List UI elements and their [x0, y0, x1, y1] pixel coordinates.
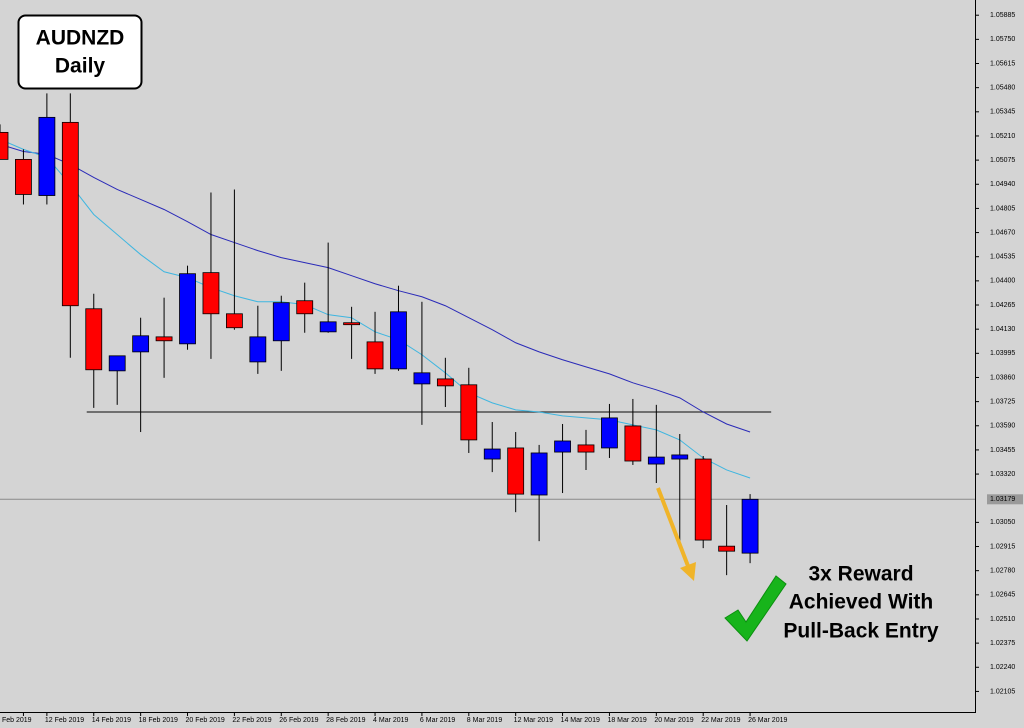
- y-tick-label: 1.05345: [990, 109, 1015, 116]
- arrow-shaft: [656, 487, 690, 567]
- candle-body: [272, 302, 290, 342]
- y-tick-label: 1.04535: [990, 254, 1015, 261]
- candle-body: [390, 311, 407, 370]
- x-tick-label: 20 Mar 2019: [654, 717, 693, 724]
- y-tick-label: 1.05750: [990, 36, 1015, 43]
- x-tick-label: 20 Feb 2019: [186, 717, 225, 724]
- x-tick-label: 6 Mar 2019: [420, 717, 456, 724]
- x-tick-label: 22 Feb 2019: [232, 717, 271, 724]
- y-tick-label: 1.04265: [990, 302, 1015, 309]
- candle-body: [319, 321, 337, 333]
- candle-body: [577, 444, 595, 453]
- y-tick-label: 1.03590: [990, 423, 1015, 430]
- moving-average: [0, 143, 751, 433]
- y-tick-label: 1.03320: [990, 471, 1015, 478]
- x-tick-label: 14 Feb 2019: [92, 717, 131, 724]
- candle-body: [108, 355, 126, 372]
- y-tick-label: 1.05075: [990, 157, 1015, 164]
- candle-body: [741, 498, 759, 554]
- candle-body: [366, 341, 384, 370]
- y-tick-label: 1.02240: [990, 664, 1015, 671]
- x-tick-label: 26 Mar 2019: [748, 717, 787, 724]
- x-tick-label: Feb 2019: [2, 717, 32, 724]
- x-tick-label: 4 Mar 2019: [373, 717, 409, 724]
- axes: 1.05885 1.05750 1.05615 1.05480 1.05345 1.052…: [2, 12, 1023, 724]
- candle-body: [671, 454, 689, 460]
- candle-body: [202, 272, 220, 315]
- candle-body: [249, 336, 267, 363]
- candle-body: [436, 378, 454, 387]
- arrow-head: [680, 562, 696, 581]
- y-tick-label: 1.03725: [990, 398, 1015, 405]
- annotation: 3x Reward: [808, 563, 913, 586]
- candle-body: [507, 447, 525, 495]
- y-tick-label: 1.04130: [990, 326, 1015, 333]
- arrow: [656, 487, 696, 581]
- candle-body: [483, 448, 501, 460]
- candle-body: [155, 336, 173, 342]
- chart-subtitle: Daily: [55, 55, 106, 78]
- x-tick-label: 22 Mar 2019: [701, 717, 740, 724]
- candle-body: [179, 273, 196, 345]
- y-tick-label: 1.02375: [990, 640, 1015, 647]
- y-tick-label: 1.03050: [990, 519, 1015, 526]
- x-tick-label: 26 Feb 2019: [279, 717, 318, 724]
- candle-body: [296, 300, 314, 315]
- plot-area: [0, 93, 975, 576]
- y-tick-label: 1.02645: [990, 592, 1015, 599]
- y-tick-label: 1.03860: [990, 374, 1015, 381]
- candle-body: [61, 121, 79, 307]
- y-tick-label: 1.02915: [990, 543, 1015, 550]
- y-tick-label: 1.04805: [990, 205, 1015, 212]
- y-tick-label: 1.02105: [990, 688, 1015, 695]
- title-box: [17, 14, 143, 90]
- candle-body: [0, 131, 9, 160]
- y-tick-label: 1.03995: [990, 350, 1015, 357]
- candle-body: [554, 440, 571, 453]
- candle-body: [413, 372, 431, 385]
- annotation: Achieved With: [789, 591, 934, 614]
- candle-body: [647, 456, 665, 465]
- y-tick-label: 1.05480: [990, 85, 1015, 92]
- x-tick-label: 12 Feb 2019: [45, 717, 84, 724]
- candle-body: [460, 384, 478, 441]
- annotation: Pull-Back Entry: [783, 620, 939, 643]
- chart-title: AUDNZD: [36, 27, 125, 50]
- y-tick-label: 1.05615: [990, 60, 1015, 67]
- candle-body: [343, 322, 361, 326]
- candle-body: [85, 308, 103, 371]
- candle-body: [624, 425, 642, 462]
- last-price-label: 1.03179: [990, 496, 1015, 503]
- y-tick-label: 1.05210: [990, 133, 1015, 140]
- candle-body: [15, 158, 32, 195]
- y-tick-label: 1.04400: [990, 278, 1015, 285]
- y-tick-label: 1.04670: [990, 229, 1015, 236]
- x-tick-label: 18 Feb 2019: [139, 717, 178, 724]
- x-tick-label: 12 Mar 2019: [514, 717, 553, 724]
- x-tick-label: 14 Mar 2019: [561, 717, 600, 724]
- candle-body: [530, 452, 548, 496]
- y-tick-label: 1.02780: [990, 568, 1015, 575]
- candle-body: [601, 417, 618, 449]
- y-tick-label: 1.04940: [990, 181, 1015, 188]
- candle-body: [694, 458, 712, 541]
- y-tick-label: 1.03455: [990, 447, 1015, 454]
- last-price-box: [987, 494, 1023, 505]
- candle-body: [225, 313, 243, 329]
- x-tick-label: 28 Feb 2019: [326, 717, 365, 724]
- candle-body: [132, 335, 150, 353]
- y-tick-label: 1.05885: [990, 12, 1015, 19]
- candle-body: [718, 545, 736, 552]
- y-tick-label: 1.02510: [990, 616, 1015, 623]
- x-tick-label: 8 Mar 2019: [467, 717, 503, 724]
- candle-body: [38, 116, 56, 196]
- x-tick-label: 18 Mar 2019: [607, 717, 646, 724]
- check-mark: [724, 575, 787, 642]
